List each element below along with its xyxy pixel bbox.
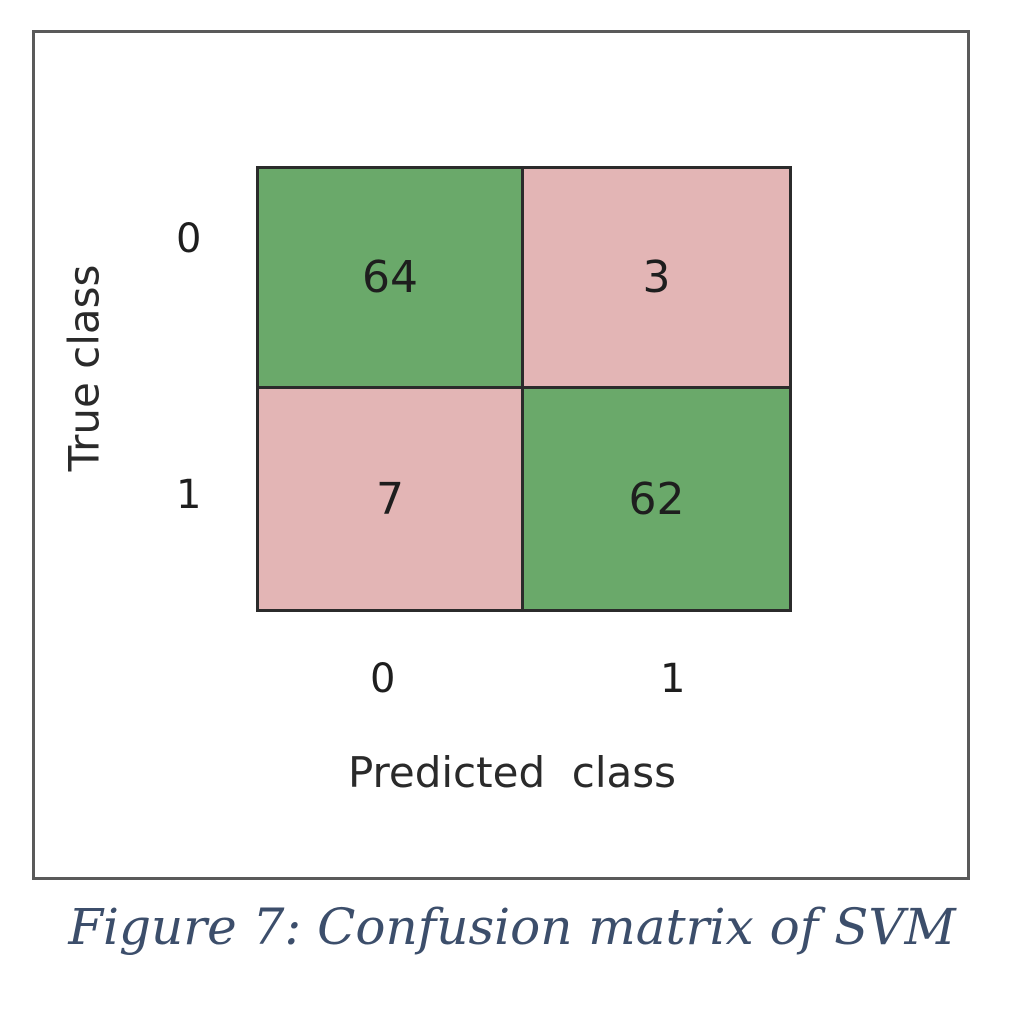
x-tick-label-1: 1 <box>660 656 686 702</box>
matrix-cell-0-0: 64 <box>259 169 524 389</box>
figure-caption: Figure 7: Confusion matrix of SVM <box>68 898 956 956</box>
confusion-matrix: 64 3 7 62 <box>256 166 792 612</box>
x-tick-label-0: 0 <box>370 656 396 702</box>
matrix-cell-1-1: 62 <box>524 389 789 609</box>
y-axis-label: True class <box>59 264 109 472</box>
matrix-cell-1-0: 7 <box>259 389 524 609</box>
y-tick-label-0: 0 <box>176 216 202 262</box>
x-axis-label: Predicted class <box>347 748 677 797</box>
matrix-cell-0-1: 3 <box>524 169 789 389</box>
y-tick-label-1: 1 <box>176 472 202 518</box>
